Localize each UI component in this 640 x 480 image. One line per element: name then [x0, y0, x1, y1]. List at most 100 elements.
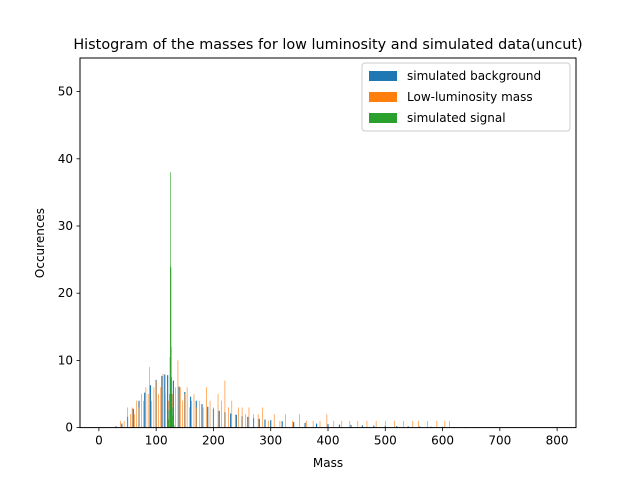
- x-tick-label: 100: [145, 434, 168, 448]
- bar: [258, 418, 260, 428]
- y-tick-label: 30: [58, 219, 73, 233]
- x-tick-label: 0: [95, 434, 103, 448]
- x-tick-label: 600: [431, 434, 454, 448]
- bar: [245, 414, 246, 428]
- bar: [160, 387, 162, 428]
- bar: [247, 416, 249, 428]
- x-tick-label: 400: [317, 434, 340, 448]
- y-tick-label: 20: [58, 286, 73, 300]
- bar: [412, 420, 414, 428]
- bar: [189, 407, 190, 428]
- bar: [273, 414, 275, 428]
- bar: [153, 387, 155, 428]
- bar: [147, 394, 149, 428]
- bar: [217, 394, 219, 428]
- bar: [143, 400, 144, 428]
- bar: [158, 394, 159, 428]
- y-axis-label: Occurences: [33, 208, 47, 278]
- bar: [333, 420, 335, 428]
- bar: [141, 394, 142, 428]
- legend-swatch-low-luminosity: [369, 92, 397, 102]
- bar: [375, 420, 377, 428]
- bar: [155, 380, 157, 428]
- y-tick-label: 40: [58, 152, 73, 166]
- bar: [281, 421, 283, 428]
- bar: [305, 420, 307, 428]
- bar: [172, 380, 174, 428]
- bar: [403, 420, 404, 428]
- bar: [207, 406, 209, 428]
- bar: [312, 420, 314, 428]
- bar: [361, 425, 363, 428]
- bar: [145, 387, 147, 428]
- bar: [338, 424, 341, 428]
- legend-swatch-signal: [369, 113, 397, 123]
- bar: [279, 420, 281, 428]
- bar: [120, 420, 121, 428]
- bar: [151, 400, 152, 428]
- bar: [130, 414, 131, 428]
- bar: [326, 414, 328, 428]
- bar: [285, 414, 286, 428]
- bar: [168, 419, 169, 428]
- bar: [184, 394, 186, 428]
- legend-label-low-luminosity: Low-luminosity mass: [407, 90, 533, 104]
- bar: [264, 419, 266, 428]
- bar: [123, 420, 125, 428]
- bar: [131, 407, 133, 428]
- bar: [444, 420, 446, 428]
- bar: [241, 407, 243, 428]
- bar: [304, 422, 306, 428]
- bar: [178, 386, 180, 428]
- bar: [253, 414, 254, 428]
- bar: [230, 413, 232, 428]
- series-1: [120, 360, 450, 428]
- bar: [238, 407, 239, 428]
- bar: [168, 410, 170, 428]
- bar: [127, 407, 128, 428]
- bar: [173, 421, 174, 428]
- bar: [172, 415, 174, 428]
- bar: [234, 414, 236, 428]
- bar: [293, 422, 295, 428]
- bar: [384, 420, 386, 428]
- bar: [407, 426, 409, 428]
- bar: [169, 357, 171, 428]
- bar: [195, 407, 197, 428]
- bar: [218, 410, 220, 428]
- bar: [162, 373, 164, 428]
- x-axis-label: Mass: [313, 456, 343, 470]
- x-axis: 0 100 200 300 400 500 600 700 800: [95, 427, 569, 448]
- legend-label-background: simulated background: [407, 69, 541, 83]
- bar: [206, 387, 207, 428]
- bar: [149, 385, 152, 428]
- bar: [202, 407, 204, 428]
- bar: [209, 400, 211, 428]
- bar: [327, 424, 329, 428]
- bar: [179, 387, 181, 428]
- chart-title: Histogram of the masses for low luminosi…: [73, 37, 582, 53]
- legend-swatch-background: [369, 71, 397, 81]
- bar: [115, 426, 117, 428]
- bar: [121, 423, 123, 428]
- bar: [350, 424, 352, 428]
- bar: [167, 375, 169, 428]
- bar: [172, 407, 173, 428]
- bar: [144, 392, 146, 428]
- x-tick-label: 800: [546, 434, 569, 448]
- bar: [228, 407, 229, 428]
- y-tick-label: 50: [58, 85, 73, 99]
- bar: [268, 420, 269, 428]
- x-tick-label: 200: [202, 434, 225, 448]
- bar: [262, 407, 264, 428]
- bar: [357, 420, 359, 428]
- bar: [167, 424, 169, 428]
- bar: [270, 420, 272, 428]
- bar: [182, 400, 183, 428]
- bar: [186, 387, 188, 428]
- bar: [201, 404, 203, 428]
- bar: [224, 380, 226, 428]
- bar: [427, 420, 428, 428]
- bar: [373, 425, 375, 428]
- bar: [173, 424, 175, 428]
